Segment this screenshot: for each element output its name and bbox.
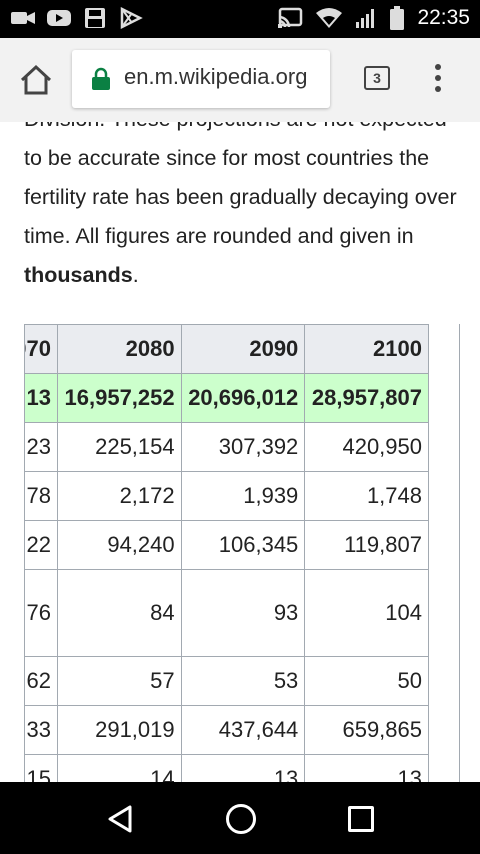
overflow-menu-button[interactable] xyxy=(428,64,448,96)
table-row: 23 225,154 307,392 420,950 xyxy=(25,422,429,472)
table-cell: 225,154 xyxy=(56,422,182,472)
menu-dot-icon xyxy=(435,64,441,70)
table-cell: 13 xyxy=(180,754,306,782)
wifi-icon xyxy=(316,8,343,28)
table-cell: 1,939 xyxy=(180,471,306,521)
table-cell: 13 xyxy=(304,754,429,782)
save-icon xyxy=(82,7,108,29)
home-icon xyxy=(20,64,52,95)
col-header-2100: 2100 xyxy=(304,324,429,374)
lock-icon xyxy=(92,67,110,90)
table-cell: 119,807 xyxy=(304,520,429,570)
projection-table-scroll[interactable]: 2070 2080 2090 2100 13 16,957,252 20,696… xyxy=(24,324,460,782)
paragraph-end: . xyxy=(132,263,139,287)
col-header-2090: 2090 xyxy=(180,324,306,374)
table-cell: 20,696,012 xyxy=(180,373,306,423)
table-row: 78 2,172 1,939 1,748 xyxy=(25,471,429,521)
cast-icon xyxy=(278,7,303,28)
table-cell: 33 xyxy=(25,705,58,755)
signal-icon xyxy=(356,9,375,28)
table-cell: 22 xyxy=(25,520,58,570)
recents-icon[interactable] xyxy=(348,806,374,832)
table-cell: 23 xyxy=(25,422,58,472)
youtube-icon xyxy=(46,7,72,29)
table-cell: 1,748 xyxy=(304,471,429,521)
home-button[interactable] xyxy=(18,62,54,98)
table-cell: 420,950 xyxy=(304,422,429,472)
table-cell: 291,019 xyxy=(56,705,182,755)
table-cell: 13 xyxy=(25,373,58,423)
table-cell: 437,644 xyxy=(180,705,306,755)
system-status: 22:35 xyxy=(277,6,470,30)
play-store-icon xyxy=(118,6,144,30)
table-row: 62 57 53 50 xyxy=(25,656,429,706)
table-row: 22 94,240 106,345 119,807 xyxy=(25,520,429,570)
table-cell: 14 xyxy=(56,754,182,782)
col-header-2070: 2070 xyxy=(25,324,58,374)
table-cell: 28,957,807 xyxy=(304,373,429,423)
table-row: 15 14 13 13 xyxy=(25,754,429,782)
home-nav-icon[interactable] xyxy=(226,804,256,834)
url-text: en.m.wikipedia.org xyxy=(124,64,308,89)
table-header-row: 2070 2080 2090 2100 xyxy=(25,324,429,374)
table-cell: 57 xyxy=(56,656,182,706)
table-cell: 307,392 xyxy=(180,422,306,472)
table-cell: 106,345 xyxy=(180,520,306,570)
video-icon xyxy=(10,7,36,29)
battery-icon xyxy=(390,6,405,30)
table-cell: 50 xyxy=(304,656,429,706)
table-cell: 104 xyxy=(304,569,429,657)
table-cell: 15 xyxy=(25,754,58,782)
table-cell: 2,172 xyxy=(56,471,182,521)
tab-switcher-button[interactable]: 3 xyxy=(364,66,390,90)
article-paragraph: Division. These projections are not expe… xyxy=(24,122,464,295)
address-bar[interactable]: en.m.wikipedia.org xyxy=(72,50,330,108)
status-bar: 22:35 xyxy=(0,0,480,38)
paragraph-text: Division. These projections are not expe… xyxy=(24,122,457,248)
table-cell: 659,865 xyxy=(304,705,429,755)
back-icon[interactable] xyxy=(106,804,134,834)
table-cell: 62 xyxy=(25,656,58,706)
table-row-world: 13 16,957,252 20,696,012 28,957,807 xyxy=(25,373,429,423)
navigation-bar xyxy=(0,782,480,854)
paragraph-bold-text: thousands xyxy=(24,263,133,287)
menu-dot-icon xyxy=(435,86,441,92)
table-cell: 94,240 xyxy=(56,520,182,570)
projection-table: 2070 2080 2090 2100 13 16,957,252 20,696… xyxy=(25,324,429,782)
notification-icons xyxy=(10,6,144,30)
col-header-2080: 2080 xyxy=(56,324,182,374)
table-row: 33 291,019 437,644 659,865 xyxy=(25,705,429,755)
table-cell: 84 xyxy=(56,569,182,657)
page-content: Division. These projections are not expe… xyxy=(0,122,480,782)
browser-toolbar: en.m.wikipedia.org 3 xyxy=(0,38,480,122)
table-cell: 78 xyxy=(25,471,58,521)
table-cell: 76 xyxy=(25,569,58,657)
table-cell: 93 xyxy=(180,569,306,657)
table-row: 76 84 93 104 xyxy=(25,569,429,657)
clock: 22:35 xyxy=(417,6,470,29)
table-cell: 16,957,252 xyxy=(56,373,182,423)
table-cell: 53 xyxy=(180,656,306,706)
menu-dot-icon xyxy=(435,75,441,81)
